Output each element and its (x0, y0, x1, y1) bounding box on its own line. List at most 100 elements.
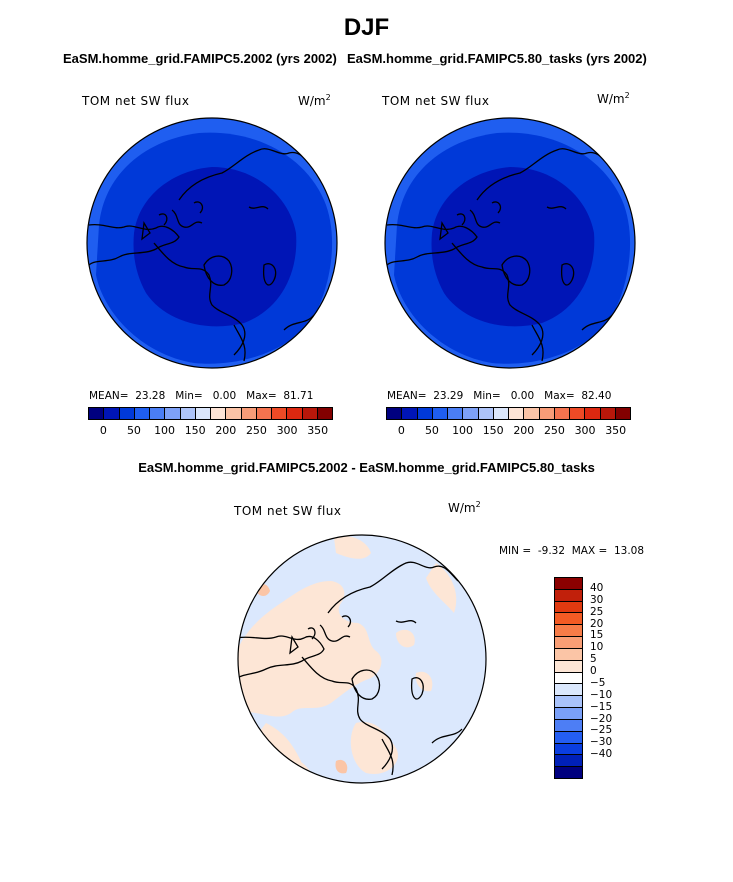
colorbar-segment (555, 696, 582, 709)
colorbar-tick-label: −15 (590, 700, 613, 713)
colorbar-segment (150, 408, 166, 419)
colorbar-tick-label: 350 (307, 424, 329, 437)
colorbar-segment (555, 613, 582, 626)
colorbar-segment (555, 719, 582, 732)
coastlines (386, 148, 613, 362)
colorbar-segment (317, 408, 332, 419)
colorbar-tick-label: 50 (424, 424, 439, 437)
colorbar-tick-label: −5 (590, 676, 606, 689)
colorbar-tick-label: 0 (397, 424, 405, 437)
colorbar-tick-label: 25 (590, 605, 604, 618)
colorbar-segment (555, 660, 582, 673)
colorbar-tick-label: 250 (245, 424, 267, 437)
colorbar-segment (570, 408, 586, 419)
colorbar-segment (287, 408, 303, 419)
colorbar-segment (272, 408, 288, 419)
colorbar-segment (119, 408, 135, 419)
colorbar-tick-label: 0 (590, 665, 597, 678)
colorbar-tick-label: 50 (126, 424, 141, 437)
colorbar-tick-label: 10 (590, 641, 604, 654)
map-border (237, 534, 487, 784)
colorbar-segment (555, 743, 582, 756)
colorbar-segment (302, 408, 318, 419)
colorbar-segment (211, 408, 227, 419)
colorbar-segment (104, 408, 120, 419)
colorbar-segment (134, 408, 150, 419)
colorbar-segment (524, 408, 540, 419)
difference-title: EaSM.homme_grid.FAMIPC5.2002 - EaSM.homm… (138, 460, 595, 475)
inner-flux-band (431, 167, 595, 327)
panel-2-colorbar (386, 407, 631, 420)
colorbar-segment (463, 408, 479, 419)
colorbar-segment (555, 755, 582, 768)
colorbar-tick-label: 5 (590, 653, 597, 666)
colorbar-tick-label: 40 (590, 581, 604, 594)
coastlines (238, 561, 463, 776)
colorbar-segment (555, 589, 582, 602)
colorbar-tick-label: 0 (99, 424, 107, 437)
colorbar-segment (555, 731, 582, 744)
colorbar-tick-label: 250 (543, 424, 565, 437)
colorbar-tick-label: 30 (590, 593, 604, 606)
colorbar-segment (509, 408, 525, 419)
colorbar-segment (555, 578, 582, 590)
colorbar-segment (402, 408, 418, 419)
colorbar-tick-label: 20 (590, 617, 604, 630)
difference-min-max: MIN = -9.32 MAX = 13.08 (499, 545, 645, 557)
colorbar-tick-label: −40 (590, 748, 613, 761)
colorbar-tick-label: −25 (590, 724, 613, 737)
panel-1-stats: MEAN= 23.28 Min= 0.00 Max= 81.71 (89, 390, 314, 402)
map-border (86, 117, 338, 369)
colorbar-tick-label: 100 (154, 424, 176, 437)
panel-2-units: W/m2 (597, 91, 630, 106)
colorbar-segment (554, 408, 570, 419)
colorbar-segment (600, 408, 616, 419)
panel-1-variable-label: TOM net SW flux (82, 94, 190, 108)
colorbar-segment (195, 408, 211, 419)
panel-2-variable-label: TOM net SW flux (382, 94, 490, 108)
inner-flux-band (133, 167, 297, 327)
colorbar-segment (226, 408, 242, 419)
colorbar-segment (417, 408, 433, 419)
colorbar-tick-label: 350 (605, 424, 627, 437)
colorbar-segment (555, 625, 582, 638)
colorbar-segment (165, 408, 181, 419)
colorbar-segment (432, 408, 448, 419)
panel-1-colorbar-ticks: 0 50 100 150 200 250 300 350 (88, 424, 333, 438)
colorbar-segment (555, 601, 582, 614)
colorbar-segment (615, 408, 630, 419)
colorbar-segment (555, 708, 582, 720)
difference-units: W/m2 (448, 500, 481, 515)
panel-2-colorbar-ticks: 0 50 100 150 200 250 300 350 (386, 424, 631, 438)
colorbar-tick-label: 15 (590, 629, 604, 642)
colorbar-segment (555, 684, 582, 697)
panel-1-case-title: EaSM.homme_grid.FAMIPC5.2002 (yrs 2002) (63, 51, 337, 66)
colorbar-segment (585, 408, 601, 419)
colorbar-tick-label: 300 (574, 424, 596, 437)
map-border (384, 117, 636, 369)
coastlines (88, 148, 315, 362)
colorbar-tick-label: −10 (590, 688, 613, 701)
difference-colorbar (554, 577, 583, 779)
colorbar-tick-label: 150 (482, 424, 504, 437)
colorbar-segment (256, 408, 272, 419)
colorbar-tick-label: 150 (184, 424, 206, 437)
panel-2-polar-map (384, 117, 636, 369)
panel-1-units: W/m2 (298, 93, 331, 108)
panel-1-colorbar (88, 407, 333, 420)
colorbar-segment (555, 637, 582, 649)
colorbar-segment (89, 408, 105, 419)
colorbar-segment (555, 648, 582, 661)
difference-variable-label: TOM net SW flux (234, 504, 342, 518)
panel-2-case-title: EaSM.homme_grid.FAMIPC5.80_tasks (yrs 20… (347, 51, 647, 66)
colorbar-segment (555, 767, 582, 779)
colorbar-segment (180, 408, 196, 419)
colorbar-tick-label: 200 (215, 424, 237, 437)
difference-colorbar-ticks: 40 30 25 20 15 10 5 0 −5 −10 −15 −20 −25 −30 −40 (590, 577, 630, 779)
difference-polar-map (237, 534, 487, 784)
colorbar-segment (387, 408, 403, 419)
page-title: DJF (343, 14, 390, 41)
colorbar-segment (241, 408, 257, 419)
colorbar-segment (493, 408, 509, 419)
colorbar-tick-label: −20 (590, 712, 613, 725)
